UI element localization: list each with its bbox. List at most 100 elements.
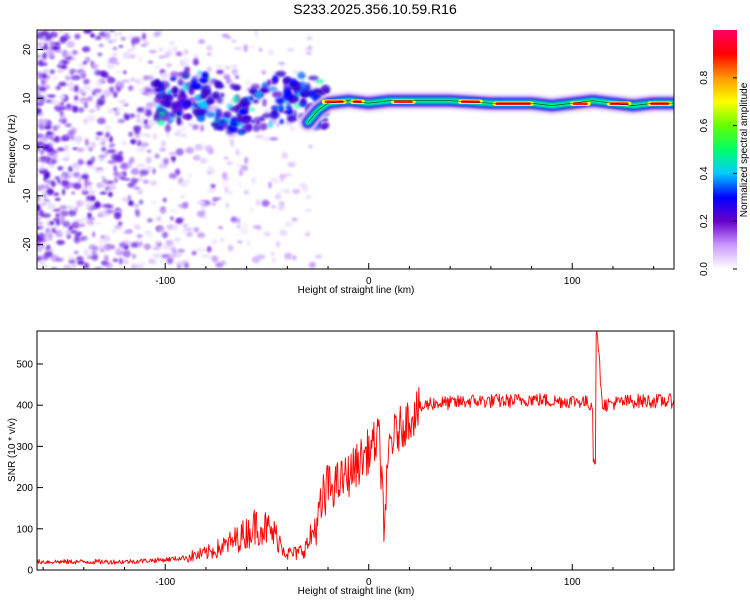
spectrogram-noise-blob xyxy=(112,38,118,43)
spectrogram-noise-blob xyxy=(67,184,72,189)
spectrogram-noise-blob xyxy=(136,147,146,153)
spectrogram-noise-blob xyxy=(72,147,78,150)
spectrogram-noise-blob xyxy=(129,114,136,118)
spectrogram-noise-blob xyxy=(45,184,50,190)
spectrogram-noise-blob xyxy=(185,178,190,184)
spectrogram-noise-blob xyxy=(160,72,169,80)
spectrogram-noise-blob xyxy=(74,207,78,212)
spectrogram-noise-blob xyxy=(48,53,54,58)
spectrogram-noise-blob xyxy=(48,157,53,164)
spectrogram-noise-blob xyxy=(42,192,47,199)
spectrogram-noise-blob xyxy=(223,74,231,80)
spectrogram-noise-blob xyxy=(218,226,223,230)
spectrogram-noise-blob xyxy=(39,59,43,66)
spectrogram-noise-blob xyxy=(182,201,189,209)
spectrogram-noise-blob xyxy=(37,133,44,138)
spectrogram-noise-blob xyxy=(81,216,86,224)
spectrogram-noise-blob xyxy=(130,242,139,248)
spectrogram-noise-blob xyxy=(108,79,113,84)
spectrogram-noise-blob xyxy=(255,199,261,206)
spectrogram-noise-blob xyxy=(80,72,87,77)
spectrogram-noise-blob xyxy=(171,46,178,52)
spectrogram-noise-blob xyxy=(63,33,70,36)
spectrogram-noise-blob xyxy=(207,189,216,193)
spectrogram-noise-blob xyxy=(173,253,182,258)
spectrogram-noise-blob xyxy=(232,68,238,76)
spectrogram-noise-blob xyxy=(83,78,90,85)
spectrogram-noise-blob xyxy=(70,75,79,80)
spectrogram-noise-blob xyxy=(206,52,212,56)
spectrogram-ridge-blob xyxy=(249,95,254,100)
spectrogram-noise-blob xyxy=(114,225,122,230)
spectrogram-ridge-blob xyxy=(252,99,260,104)
spectrogram-ridge-blob xyxy=(255,119,261,125)
spectrogram-noise-blob xyxy=(83,188,87,194)
spectrogram-noise-blob xyxy=(112,46,117,51)
spectrogram-noise-blob xyxy=(192,124,199,130)
spectrogram-noise-blob xyxy=(284,222,293,227)
spectrogram-noise-blob xyxy=(251,177,256,185)
spectrogram-noise-blob xyxy=(159,159,164,162)
spectrogram-noise-blob xyxy=(55,257,64,262)
spectrogram-noise-blob xyxy=(254,134,264,139)
spectrogram-ridge-blob xyxy=(185,99,191,108)
spectrogram-noise-blob xyxy=(58,81,67,87)
spectrogram-ridge-blob xyxy=(283,81,289,89)
spectrogram-noise-blob xyxy=(229,79,233,83)
spectrogram-noise-blob xyxy=(151,200,157,205)
spectrogram-ridge-blob xyxy=(270,79,277,85)
spectrogram-noise-blob xyxy=(84,56,91,64)
spectrogram-noise-blob xyxy=(268,49,274,56)
spectrogram-noise-blob xyxy=(114,212,122,220)
spectrogram-noise-blob xyxy=(58,118,66,124)
spectrogram-noise-blob xyxy=(69,135,76,141)
spectrogram-noise-blob xyxy=(104,125,112,130)
spectrogram-noise-blob xyxy=(41,213,51,218)
spectrogram-noise-blob xyxy=(306,52,312,55)
spectrogram-ridge-blob xyxy=(158,80,170,90)
spectrogram-noise-blob xyxy=(139,199,144,205)
spectrogram-ridge-blob xyxy=(205,111,216,118)
spectrogram-noise-blob xyxy=(79,224,85,227)
spectrogram-noise-blob xyxy=(81,46,91,53)
spectrogram-ridge-blob xyxy=(271,109,278,118)
spectrogram-noise-blob xyxy=(59,30,63,34)
spectrogram-noise-blob xyxy=(91,63,99,69)
spectrogram-noise-blob xyxy=(40,164,45,172)
spectrogram-noise-blob xyxy=(161,140,166,147)
spectrogram-noise-blob xyxy=(168,151,177,157)
spectrogram-noise-blob xyxy=(152,133,158,140)
spectrogram-noise-blob xyxy=(243,44,248,52)
spectrogram-noise-blob xyxy=(261,136,271,142)
spectrogram-noise-blob xyxy=(192,58,199,66)
spectrogram-noise-blob xyxy=(198,39,206,45)
spectrogram-noise-blob xyxy=(101,146,107,152)
spectrogram-noise-blob xyxy=(145,75,155,81)
spectrogram-noise-blob xyxy=(264,231,271,237)
spectrogram-noise-blob xyxy=(65,75,71,81)
spectrogram-noise-blob xyxy=(238,182,242,187)
spectrogram-noise-blob xyxy=(126,229,131,235)
spectrogram-noise-blob xyxy=(83,30,92,34)
spectrogram-noise-blob xyxy=(76,256,84,262)
spectrogram-noise-blob xyxy=(70,55,76,61)
spectrogram-noise-blob xyxy=(314,255,323,259)
spectrogram-noise-blob xyxy=(48,40,55,48)
spectrogram-y-label: Frequency (Hz) xyxy=(7,115,18,184)
spectrogram-ridge-blob xyxy=(292,109,297,118)
spectrogram-noise-blob xyxy=(134,131,140,139)
spectrogram-noise-blob xyxy=(37,145,41,152)
snr-series-line xyxy=(37,331,674,565)
spectrogram-noise-blob xyxy=(193,53,199,59)
spectrogram-noise-blob xyxy=(140,262,146,266)
spectrogram-noise-blob xyxy=(96,221,101,226)
spectrogram-noise-blob xyxy=(78,88,84,94)
spectrogram-noise-blob xyxy=(59,36,67,44)
colorbar-tick-label: 0.4 xyxy=(699,166,710,180)
spectrogram-noise-blob xyxy=(275,241,281,248)
spectrogram-noise-blob xyxy=(254,30,259,37)
spectrogram-noise-blob xyxy=(40,188,46,194)
spectrogram-noise-blob xyxy=(285,173,292,177)
spectrogram-noise-blob xyxy=(192,155,201,161)
